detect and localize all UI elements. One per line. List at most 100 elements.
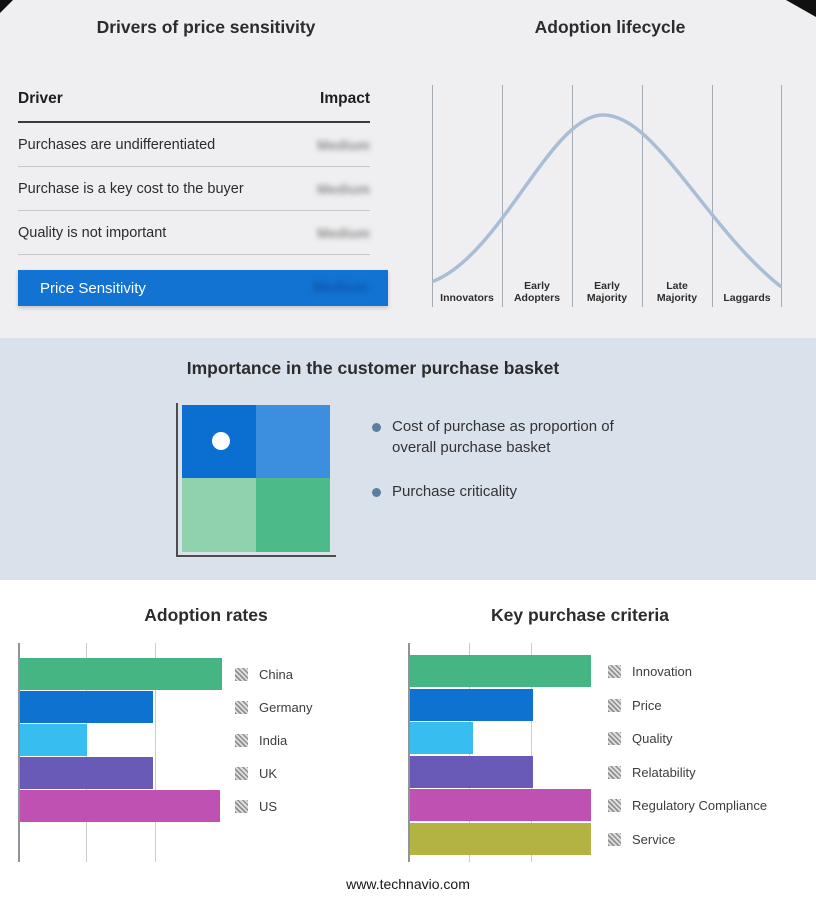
- driver-label: Purchase is a key cost to the buyer: [18, 180, 244, 197]
- y-axis-line: [408, 643, 410, 862]
- lifecycle-panel-title: Adoption lifecycle: [534, 17, 686, 37]
- list-item: Cost of purchase as proportion of overal…: [372, 417, 644, 458]
- bar-china: [20, 658, 222, 690]
- matrix-marker-dot: [212, 432, 230, 450]
- bar-relatability: [410, 755, 534, 788]
- drivers-table: Driver Impact Purchases are undifferenti…: [18, 90, 370, 255]
- matrix-y-axis: [176, 403, 178, 557]
- adoption-rates-chart: [18, 643, 222, 862]
- basket-panel-title: Importance in the customer purchase bask…: [186, 358, 560, 378]
- lifecycle-stage-labels: Innovators Early Adopters Early Majority…: [432, 280, 782, 307]
- matrix-cell-bottom-right: [256, 478, 330, 552]
- adoption-rates-legend: China Germany India UK US: [235, 658, 312, 823]
- legend-label: Innovation: [632, 664, 692, 680]
- legend-label: India: [259, 733, 288, 748]
- stage-label-early-majority: Early Majority: [586, 279, 628, 305]
- legend-swatch-icon: [608, 698, 621, 712]
- bullet-icon: [372, 423, 381, 432]
- key-purchase-criteria-title: Key purchase criteria: [490, 605, 669, 625]
- gridline: [781, 85, 782, 307]
- legend-label: UK: [259, 766, 278, 781]
- legend-label: Price: [632, 697, 662, 713]
- bars-group: [410, 643, 591, 856]
- legend-item: UK: [235, 757, 312, 790]
- legend-item: Innovation: [608, 655, 767, 689]
- adoption-rates-title: Adoption rates: [144, 605, 268, 625]
- bar-india: [20, 724, 87, 756]
- gridline: [155, 643, 156, 862]
- price-sensitivity-value-blurred: Medium: [313, 280, 368, 296]
- bar-service: [410, 822, 591, 855]
- bar-us: [20, 790, 220, 822]
- legend-swatch-icon: [608, 765, 621, 779]
- legend-swatch-icon: [235, 800, 248, 813]
- legend-label: Regulatory Compliance: [632, 798, 768, 814]
- driver-label: Quality is not important: [18, 224, 167, 241]
- gridline: [572, 85, 573, 307]
- key-purchase-criteria-legend: Innovation Price Quality Relatability Re…: [608, 655, 767, 856]
- impact-value-blurred: Medium: [317, 180, 370, 197]
- stage-label-laggards: Laggards: [723, 292, 771, 305]
- legend-label: Germany: [259, 700, 313, 715]
- legend-item: Quality: [608, 722, 767, 756]
- bell-curve-path: [432, 113, 782, 288]
- bullet-text: Purchase criticality: [392, 483, 518, 501]
- stage-label-late-majority: Late Majority: [656, 279, 698, 305]
- legend-swatch-icon: [608, 799, 621, 813]
- table-row: Purchases are undifferentiated Medium: [18, 123, 370, 167]
- column-header-driver: Driver: [18, 90, 63, 107]
- gridline: [712, 85, 713, 307]
- drivers-panel-title: Drivers of price sensitivity: [96, 17, 316, 37]
- y-axis-line: [18, 643, 20, 862]
- basket-bullet-list: Cost of purchase as proportion of overal…: [372, 417, 644, 527]
- price-sensitivity-row: Price Sensitivity Medium: [18, 270, 388, 306]
- legend-label: China: [259, 667, 293, 682]
- bars-group: [20, 643, 222, 823]
- legend-item: India: [235, 724, 312, 757]
- bottom-section: Adoption rates Key purchase criteria Chi…: [0, 580, 816, 902]
- gridline: [502, 85, 503, 307]
- list-item: Purchase criticality: [372, 482, 644, 503]
- bar-germany: [20, 691, 154, 723]
- website-url: www.technavio.com: [346, 876, 470, 892]
- impact-value-blurred: Medium: [317, 136, 370, 153]
- stage-label-innovators: Innovators: [440, 292, 494, 305]
- legend-item: Regulatory Compliance: [608, 789, 767, 823]
- driver-label: Purchases are undifferentiated: [18, 136, 216, 153]
- corner-mark-top-left: [0, 0, 13, 13]
- bar-regulatory-compliance: [410, 789, 591, 821]
- purchase-basket-matrix: [182, 405, 330, 552]
- bar-price: [410, 688, 534, 721]
- bar-uk: [20, 757, 154, 789]
- matrix-cell-bottom-left: [182, 478, 256, 552]
- legend-item: US: [235, 790, 312, 823]
- legend-swatch-icon: [608, 732, 621, 746]
- legend-swatch-icon: [235, 767, 248, 780]
- legend-swatch-icon: [608, 665, 621, 679]
- column-header-impact: Impact: [320, 90, 370, 107]
- gridline: [432, 85, 433, 307]
- drivers-table-header: Driver Impact: [18, 90, 370, 123]
- legend-item: Relatability: [608, 756, 767, 790]
- legend-label: Service: [632, 831, 676, 847]
- legend-swatch-icon: [235, 701, 248, 714]
- legend-label: Quality: [632, 731, 673, 747]
- legend-item: Germany: [235, 691, 312, 724]
- table-row: Quality is not important Medium: [18, 211, 370, 255]
- legend-swatch-icon: [235, 734, 248, 747]
- corner-mark-top-right: [786, 0, 816, 17]
- legend-label: US: [259, 799, 278, 814]
- legend-item: Price: [608, 689, 767, 723]
- bell-curve-icon: [432, 113, 782, 288]
- matrix-x-axis: [176, 555, 336, 557]
- top-section: Drivers of price sensitivity Adoption li…: [0, 0, 816, 338]
- bullet-icon: [372, 488, 381, 498]
- price-sensitivity-label: Price Sensitivity: [40, 279, 146, 297]
- bar-quality: [410, 722, 474, 754]
- table-row: Purchase is a key cost to the buyer Medi…: [18, 167, 370, 211]
- impact-value-blurred: Medium: [317, 224, 370, 241]
- gridline: [642, 85, 643, 307]
- legend-swatch-icon: [608, 832, 621, 846]
- stage-label-early-adopters: Early Adopters: [513, 279, 561, 305]
